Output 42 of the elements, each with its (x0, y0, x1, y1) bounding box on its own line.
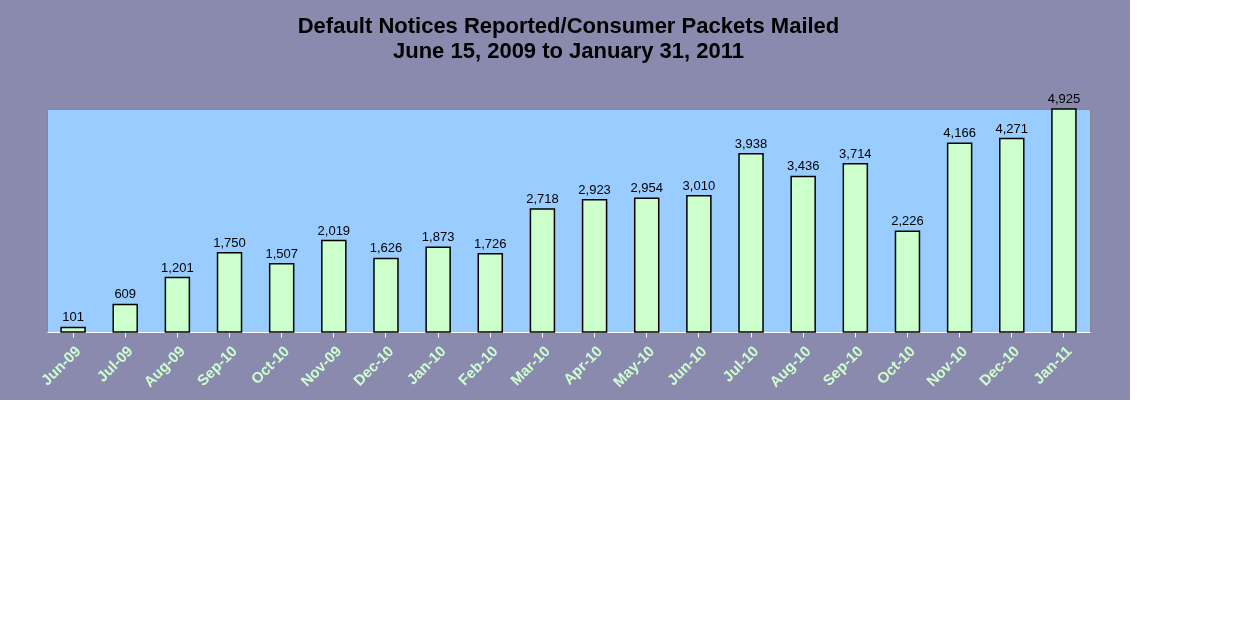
data-label: 101 (62, 309, 84, 325)
bar (790, 175, 816, 333)
data-label: 2,954 (630, 180, 663, 196)
data-label: 3,010 (682, 177, 716, 193)
bar (1051, 108, 1077, 333)
bar (112, 303, 138, 333)
data-label: 4,271 (995, 120, 1029, 136)
data-label: 2,718 (526, 190, 559, 206)
bar (373, 257, 399, 333)
bar (999, 137, 1025, 333)
bar (738, 152, 764, 333)
bar (842, 163, 869, 333)
bar (268, 263, 295, 333)
data-label: 3,938 (734, 135, 768, 151)
bar (633, 197, 660, 333)
chart-subtitle: June 15, 2009 to January 31, 2011 (392, 38, 745, 63)
data-label: 1,626 (369, 240, 403, 256)
data-label: 3,714 (839, 145, 872, 161)
bar (894, 230, 921, 333)
data-label: 1,750 (213, 234, 246, 250)
data-label: 1,201 (161, 259, 194, 275)
bar (164, 276, 191, 333)
chart-title: Default Notices Reported/Consumer Packets Mailed (297, 13, 840, 38)
bar (581, 198, 608, 333)
bar (425, 246, 451, 333)
bar (529, 208, 556, 333)
data-label: 2,019 (317, 222, 351, 238)
data-label: 4,166 (943, 125, 976, 141)
bar (216, 252, 243, 333)
bar (60, 326, 86, 333)
data-label: 1,507 (265, 245, 298, 261)
data-label: 4,925 (1047, 91, 1081, 106)
bar (477, 253, 504, 333)
data-label: 2,226 (891, 213, 924, 229)
bar (686, 194, 712, 333)
data-label: 609 (114, 286, 137, 302)
bar (321, 239, 347, 333)
data-label: 1,873 (421, 229, 455, 245)
data-label: 2,923 (578, 181, 611, 197)
data-label: 1,726 (474, 235, 507, 251)
bar (946, 142, 973, 333)
data-label: 3,436 (786, 158, 820, 174)
